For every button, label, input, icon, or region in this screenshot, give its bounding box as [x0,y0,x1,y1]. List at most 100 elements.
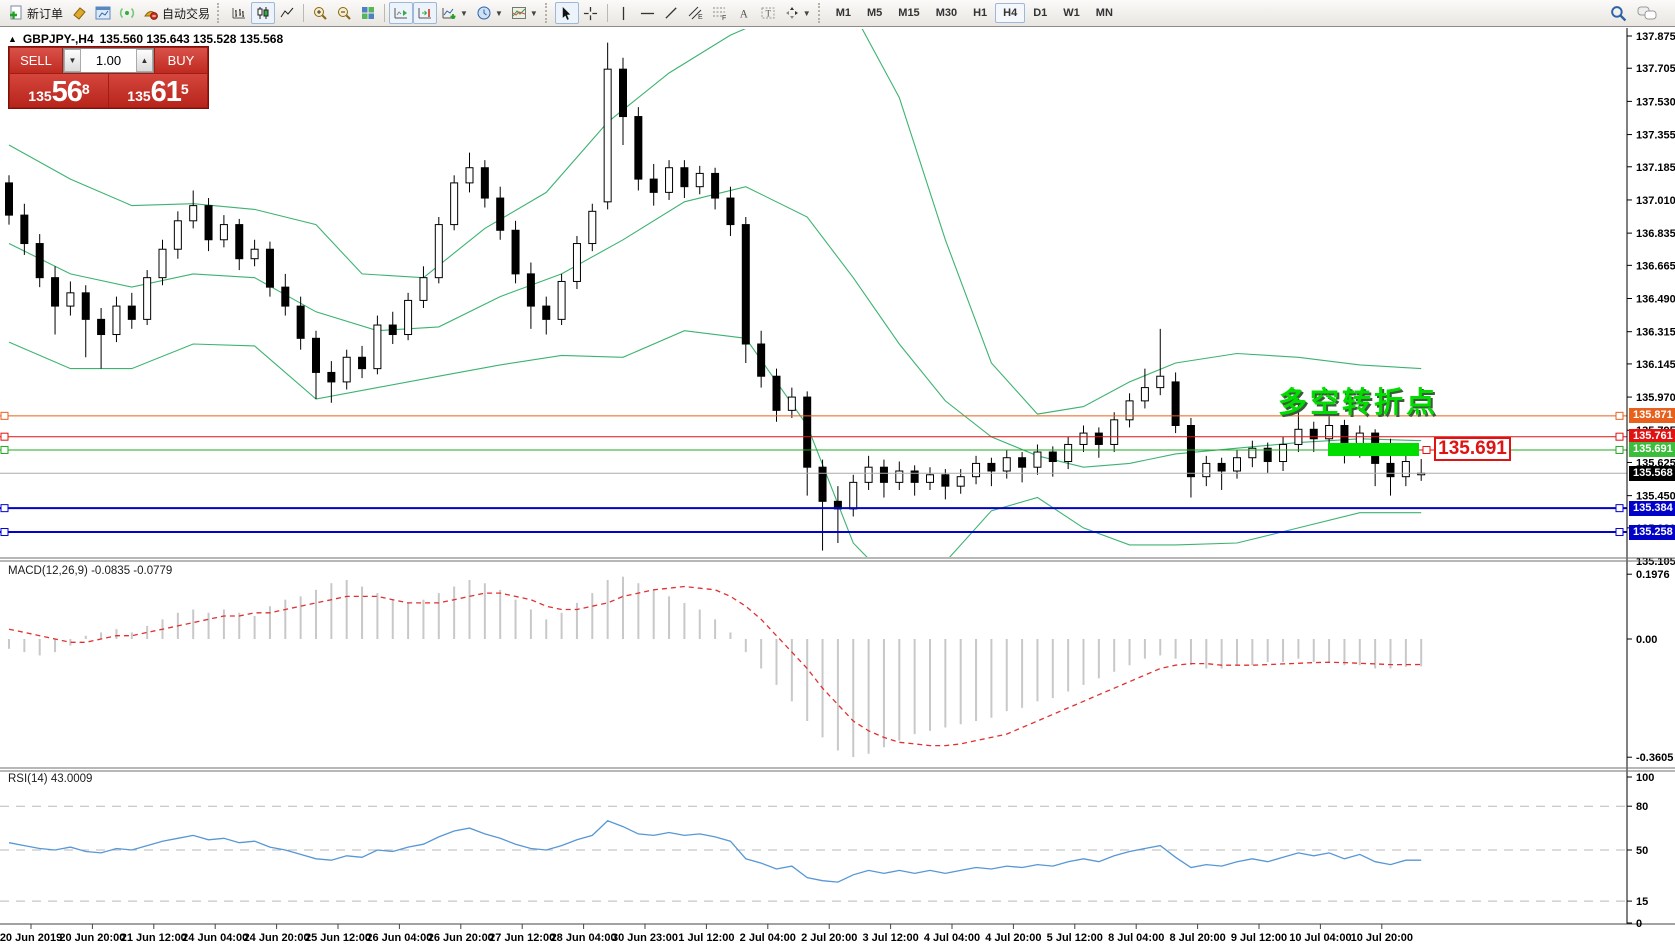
timeframe-h4[interactable]: H4 [995,3,1026,23]
signals-button[interactable] [115,2,139,24]
candlestick-mode-button[interactable] [251,2,276,24]
timeframe-mn[interactable]: MN [1095,7,1113,19]
tile-windows-button[interactable] [356,2,380,24]
horizontal-lines[interactable] [0,411,1627,537]
chart-window-button[interactable] [91,2,115,24]
band-lower [8,330,1422,557]
channel-tool-button[interactable]: E [684,2,708,24]
text-label-tool-button[interactable]: T [756,2,780,24]
sell-price[interactable]: 135 56 8 [10,74,108,107]
chat-icon[interactable] [1637,5,1657,21]
zoom-in-icon [314,7,327,20]
band-upper [8,29,1422,415]
line-chart-mode-button[interactable] [275,2,299,24]
timeframe-m1[interactable]: M1 [835,7,851,19]
buy-price[interactable]: 135 61 5 [109,74,207,107]
zoom-out-button[interactable] [332,2,356,24]
svg-text:26 Jun 04:00: 26 Jun 04:00 [366,932,432,944]
buy-button[interactable]: BUY [155,48,207,73]
chart-window-icon [95,6,111,20]
trendline-tool-button[interactable] [660,2,684,24]
rsi-pane [0,805,1627,902]
chart-annotation-text[interactable]: 多空转折点 [1278,387,1439,419]
price-badge: 135.258 [1629,524,1675,540]
periods-button[interactable]: ▼ [472,2,507,24]
price-badge: 135.384 [1629,500,1675,516]
svg-text:4 Jul 04:00: 4 Jul 04:00 [924,932,980,944]
svg-text:137.705: 137.705 [1636,63,1675,75]
dropdown-arrow-icon: ▼ [460,8,468,18]
price-badge: 135.691 [1629,442,1675,458]
add-indicator-button[interactable]: ▼ [437,2,472,24]
svg-text:T: T [765,9,771,19]
volume-decrease-button[interactable]: ▼ [64,49,81,72]
svg-text:2 Jul 20:00: 2 Jul 20:00 [801,932,857,944]
eraser-button[interactable] [67,2,91,24]
chart-autoscroll-button[interactable] [389,2,414,24]
templates-button[interactable]: ▼ [507,2,542,24]
toolbar-separator [384,4,386,22]
price-axis[interactable]: 137.875 137.705 137.530 137.355 137.185 137.0… [1626,28,1675,924]
chart-shift-button[interactable] [413,2,438,24]
svg-text:0.1976: 0.1976 [1636,569,1670,581]
dropdown-arrow-icon: ▼ [529,8,538,18]
new-order-label: 新订单 [27,6,64,21]
sell-button[interactable]: SELL [10,48,62,73]
horizontal-line-icon [641,12,655,14]
arrows-tool-button[interactable]: ▼ [780,2,815,24]
rsi-label: RSI(14) 43.0009 [8,773,93,785]
macd-signal-line [8,585,1422,747]
hline-tool-button[interactable] [636,2,660,24]
timeframe-m15[interactable]: M15 [898,7,920,19]
svg-text:10 Jul 04:00: 10 Jul 04:00 [1289,932,1351,944]
timeframe-d1[interactable]: D1 [1033,7,1048,19]
price-callout-label[interactable]: 135.691 [1434,437,1511,461]
price-badge: 135.761 [1629,429,1675,445]
autoscroll-icon [394,8,408,19]
svg-text:3 Jul 12:00: 3 Jul 12:00 [862,932,918,944]
add-indicator-icon [442,8,456,19]
trendline-icon [665,6,677,19]
candlestick-series [5,42,1426,551]
svg-text:137.185: 137.185 [1636,162,1675,174]
svg-text:80: 80 [1636,801,1648,813]
crosshair-tool-button[interactable] [579,2,603,24]
volume-increase-button[interactable]: ▲ [136,49,153,72]
symbol-title: GBPJPY-,H4 [22,32,94,46]
zoom-out-icon [338,7,351,20]
search-icon[interactable] [1610,5,1627,22]
macd-axis: 0.1976 0.00 -0.3605 [1627,569,1673,764]
price-badge: 135.871 [1629,408,1675,424]
fibonacci-tool-button[interactable]: F [708,2,732,24]
bar-chart-mode-button[interactable] [227,2,251,24]
timeframe-m5[interactable]: M5 [867,7,883,19]
toolbar-right [1610,5,1671,22]
text-icon: A [740,8,749,20]
timeframe-h1[interactable]: H1 [973,7,988,19]
zoom-in-button[interactable] [308,2,332,24]
line-chart-icon [280,7,294,18]
timeframe-w1[interactable]: W1 [1063,7,1080,19]
text-tool-button[interactable]: A [732,2,756,24]
channel-icon: E [688,6,703,21]
collapse-panel-icon[interactable]: ▲ [8,34,17,44]
svg-text:-0.3605: -0.3605 [1636,752,1673,764]
new-order-button[interactable]: 新订单 [4,2,67,24]
vertical-line-icon [623,6,625,20]
cursor-tool-button[interactable] [554,2,579,24]
svg-text:26 Jun 20:00: 26 Jun 20:00 [428,932,494,944]
macd-pane [8,576,1423,758]
vline-tool-button[interactable] [612,2,636,24]
svg-text:4 Jul 20:00: 4 Jul 20:00 [985,932,1041,944]
timeframe-m30[interactable]: M30 [935,7,958,19]
svg-text:8 Jul 20:00: 8 Jul 20:00 [1169,932,1225,944]
highlight-bar[interactable] [1328,443,1419,456]
auto-trading-button[interactable]: 自动交易 [139,2,214,24]
volume-value[interactable]: 1.00 [95,53,122,68]
svg-text:20 Jun 2019: 20 Jun 2019 [0,932,62,944]
auto-trading-label: 自动交易 [162,6,211,21]
svg-text:2 Jul 04:00: 2 Jul 04:00 [740,932,796,944]
toolbar-grip [544,3,552,23]
